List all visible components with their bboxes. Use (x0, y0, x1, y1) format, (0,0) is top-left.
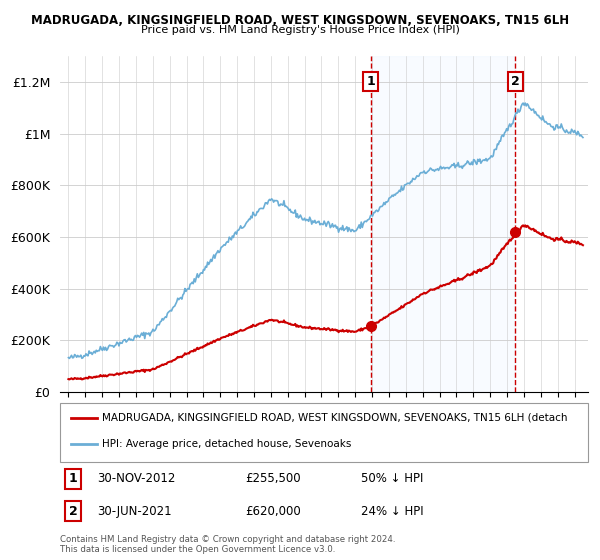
Bar (371, 56, 515, 392)
Text: 30-NOV-2012: 30-NOV-2012 (97, 473, 175, 486)
Text: 30-JUN-2021: 30-JUN-2021 (97, 505, 172, 517)
Text: HPI: Average price, detached house, Sevenoaks: HPI: Average price, detached house, Seve… (102, 440, 352, 449)
Text: 2: 2 (69, 505, 77, 517)
Text: 24% ↓ HPI: 24% ↓ HPI (361, 505, 424, 517)
Text: Contains HM Land Registry data © Crown copyright and database right 2024.
This d: Contains HM Land Registry data © Crown c… (60, 535, 395, 554)
Text: £255,500: £255,500 (245, 473, 301, 486)
Text: 1: 1 (367, 76, 375, 88)
Text: 2: 2 (511, 76, 520, 88)
Text: 1: 1 (69, 473, 77, 486)
Text: 50% ↓ HPI: 50% ↓ HPI (361, 473, 424, 486)
FancyBboxPatch shape (60, 403, 588, 462)
Text: MADRUGADA, KINGSINGFIELD ROAD, WEST KINGSDOWN, SEVENOAKS, TN15 6LH (detach: MADRUGADA, KINGSINGFIELD ROAD, WEST KING… (102, 413, 568, 423)
Text: £620,000: £620,000 (245, 505, 301, 517)
Text: Price paid vs. HM Land Registry's House Price Index (HPI): Price paid vs. HM Land Registry's House … (140, 25, 460, 35)
Text: MADRUGADA, KINGSINGFIELD ROAD, WEST KINGSDOWN, SEVENOAKS, TN15 6LH: MADRUGADA, KINGSINGFIELD ROAD, WEST KING… (31, 14, 569, 27)
